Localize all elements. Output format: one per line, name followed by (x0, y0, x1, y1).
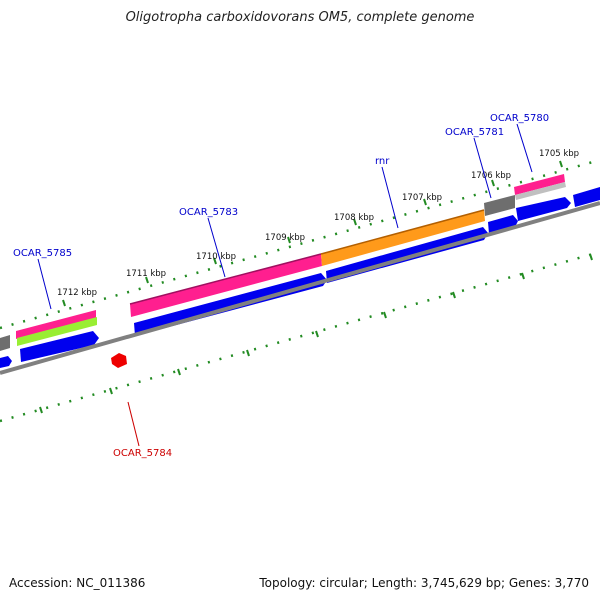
gene-label-5783: OCAR_5783 (179, 207, 238, 218)
feature-gray-5781 (484, 195, 515, 216)
scale-label-1710: 1710 kbp (196, 252, 236, 262)
scale-label-1706: 1706 kbp (471, 171, 511, 181)
cds-arrow-5785 (20, 331, 99, 362)
gene-label-rnr: rnr (375, 156, 390, 167)
outer-major-ticks (62, 160, 563, 307)
genome-backbone (0, 201, 600, 375)
feature-orange-rnr (321, 210, 485, 266)
leader-rnr (381, 166, 399, 229)
scale-label-1711: 1711 kbp (126, 269, 166, 279)
cds-arrow-5780 (516, 197, 571, 221)
genome-summary-text: Topology: circular; Length: 3,745,629 bp… (259, 576, 589, 590)
leader-5784 (127, 401, 140, 447)
feature-pink-5783 (130, 254, 322, 317)
gene-label-5780: OCAR_5780 (490, 113, 549, 124)
feature-lightgray-5780 (515, 182, 566, 200)
leader-5780 (516, 123, 533, 173)
feature-lime-5785 (17, 317, 97, 346)
leader-5783 (207, 217, 226, 278)
feature-pink-5780 (514, 174, 565, 195)
feature-gray-left (0, 335, 10, 351)
leader-5781 (473, 137, 492, 199)
cds-arrow-far-left (0, 356, 12, 368)
leader-5785 (37, 258, 52, 310)
scale-label-1709: 1709 kbp (265, 233, 305, 243)
map-title: Oligotropha carboxidovorans OM5, complet… (125, 10, 475, 25)
cds-arrow-5781 (488, 215, 518, 234)
feature-pink-5785 (16, 310, 96, 339)
outer-scale-ticks (0, 158, 600, 330)
scale-label-1708: 1708 kbp (334, 213, 374, 223)
inner-major-ticks (39, 253, 593, 414)
scale-label-1707: 1707 kbp (402, 193, 442, 203)
reverse-feature-5784 (111, 353, 127, 368)
gene-label-5784: OCAR_5784 (113, 448, 172, 459)
cds-arrow-right-edge (573, 187, 600, 207)
accession-text: Accession: NC_011386 (9, 576, 146, 590)
scale-label-1712: 1712 kbp (57, 288, 97, 298)
gene-label-5781: OCAR_5781 (445, 127, 504, 138)
gene-label-5785: OCAR_5785 (13, 248, 72, 259)
scale-label-1705: 1705 kbp (539, 149, 579, 159)
